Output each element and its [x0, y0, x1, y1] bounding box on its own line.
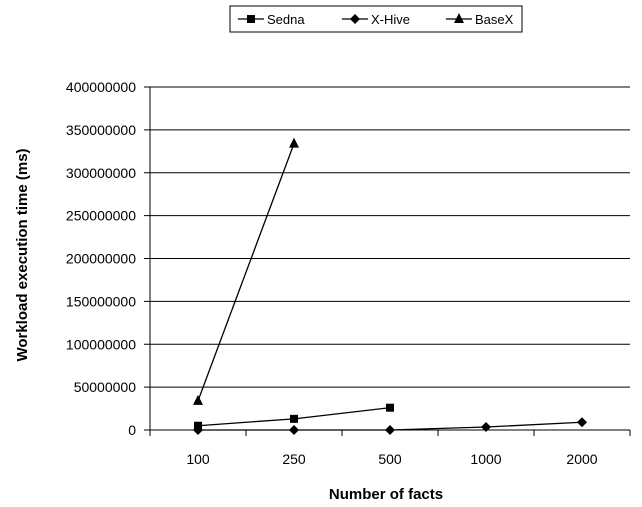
data-point: [290, 414, 298, 423]
data-point: [289, 137, 299, 148]
x-tick-label: 1000: [470, 451, 501, 467]
y-tick-label: 300000000: [66, 165, 136, 181]
y-tick-label: 50000000: [74, 379, 137, 395]
data-point: [289, 425, 299, 435]
x-tick-labels: 100 250 500 1000 2000: [186, 451, 597, 467]
y-tick-label: 250000000: [66, 208, 136, 224]
series-group: [193, 137, 587, 435]
legend-label: BaseX: [475, 12, 514, 27]
y-tick-label: 400000000: [66, 79, 136, 95]
series-x-hive: [193, 417, 587, 435]
legend: Sedna X-Hive BaseX: [229, 5, 523, 33]
gridlines: [144, 86, 630, 431]
y-tick-label: 100000000: [66, 336, 136, 352]
y-tick-label: 0: [128, 422, 136, 438]
y-tick-labels: 0 50000000 100000000 150000000 200000000 2500…: [66, 79, 136, 438]
x-tick-label: 250: [282, 451, 306, 467]
legend-marker: [350, 14, 360, 24]
axes: [149, 87, 631, 436]
data-point: [193, 394, 203, 405]
y-axis-title: Workload execution time (ms): [14, 148, 31, 361]
data-point: [386, 403, 394, 412]
data-point: [481, 421, 491, 432]
data-point: [193, 425, 203, 435]
x-tick-label: 500: [378, 451, 402, 467]
x-tick-label: 2000: [566, 451, 597, 467]
series-line: [197, 143, 295, 402]
y-tick-label: 150000000: [66, 293, 136, 309]
x-tick-label: 100: [186, 451, 210, 467]
x-axis-title: Number of facts: [329, 486, 443, 503]
legend-box: [229, 5, 523, 33]
series-basex: [193, 137, 299, 405]
data-point: [577, 417, 587, 428]
legend-marker: [454, 13, 464, 23]
legend-label: X-Hive: [371, 12, 410, 27]
legend-marker: [247, 15, 255, 23]
legend-label: Sedna: [267, 12, 305, 27]
y-tick-label: 350000000: [66, 122, 136, 138]
y-tick-label: 200000000: [66, 251, 136, 267]
data-point: [385, 425, 395, 435]
